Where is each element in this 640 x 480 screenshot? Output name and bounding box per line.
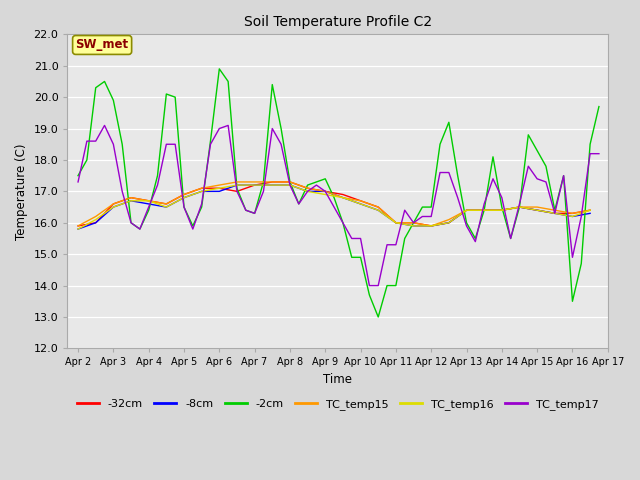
Y-axis label: Temperature (C): Temperature (C) bbox=[15, 143, 28, 240]
Legend: -32cm, -8cm, -2cm, TC_temp15, TC_temp16, TC_temp17: -32cm, -8cm, -2cm, TC_temp15, TC_temp16,… bbox=[72, 395, 603, 415]
Title: Soil Temperature Profile C2: Soil Temperature Profile C2 bbox=[244, 15, 431, 29]
Text: SW_met: SW_met bbox=[76, 38, 129, 51]
X-axis label: Time: Time bbox=[323, 373, 352, 386]
